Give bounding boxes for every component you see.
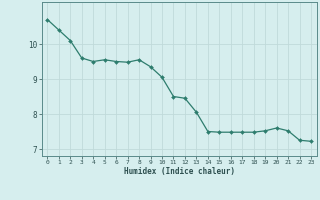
X-axis label: Humidex (Indice chaleur): Humidex (Indice chaleur)	[124, 167, 235, 176]
